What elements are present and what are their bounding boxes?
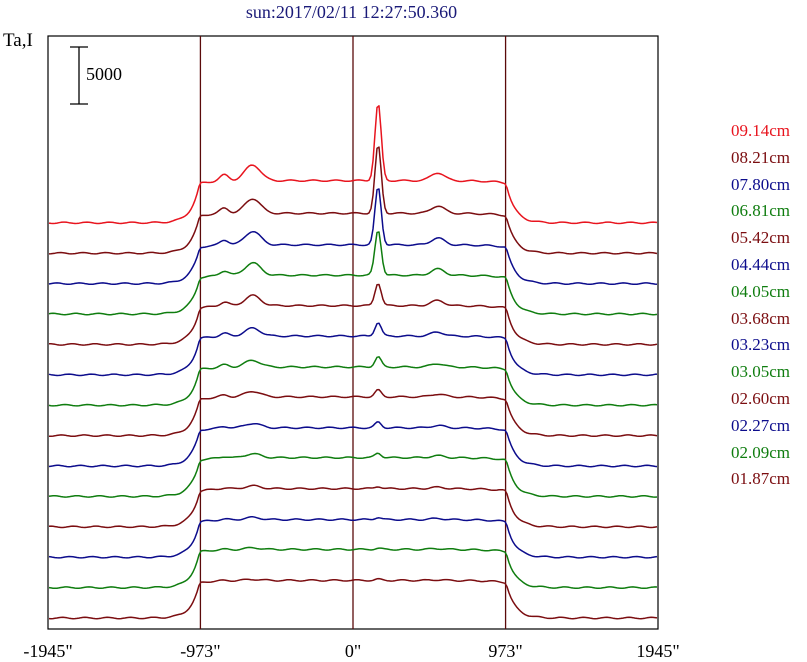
series-line-03.68cm [48,388,658,438]
series-line-02.09cm [48,546,658,590]
x-tick-label: 973" [488,641,522,661]
scale-bar: 5000 [70,46,122,105]
series-line-08.21cm [48,146,658,255]
legend-entry: 03.23cm [731,335,791,355]
series-line-06.81cm [48,231,658,316]
legend-entry: 01.87cm [731,469,791,489]
series-line-02.60cm [48,484,658,529]
series-line-02.27cm [48,516,658,559]
y-axis-label: Ta,I [3,30,33,51]
series-line-09.14cm [48,105,658,225]
chart-title: sun:2017/02/11 12:27:50.360 [245,2,458,22]
legend-entry: 08.21cm [731,147,791,167]
legend-entry: 06.81cm [731,201,791,221]
series-line-04.44cm [48,322,658,377]
series-line-03.23cm [48,421,658,468]
x-tick-label: 0" [345,641,361,661]
legend-entry: 05.42cm [731,228,791,248]
vertical-lines [199,36,507,629]
series-line-03.05cm [48,452,658,498]
legend-entry: 03.68cm [731,308,791,328]
legend-entry: 04.44cm [731,254,791,274]
legend-entry: 04.05cm [731,281,791,301]
series-line-07.80cm [48,188,658,286]
legend-entry: 02.60cm [731,388,791,408]
series-line-01.87cm [48,577,658,620]
x-tick-label: -1945" [23,641,72,661]
legend-entry: 03.05cm [731,362,791,382]
series-line-04.05cm [48,356,658,407]
x-tick-label: -973" [180,641,220,661]
legend-entry: 02.09cm [731,442,791,462]
legend-entry: 02.27cm [731,415,791,435]
legend-entry: 09.14cm [731,121,791,140]
scale-bar-label: 5000 [86,64,122,84]
x-tick-labels: -1945" -973" 0" 973" 1945" [23,641,679,661]
series-traces [48,105,658,620]
x-tick-label: 1945" [636,641,679,661]
legend: 09.14cm 08.21cm 07.80cm 06.81cm 05.42cm 04.44… [731,118,790,493]
legend-entry: 07.80cm [731,174,791,194]
series-line-05.42cm [48,283,658,346]
